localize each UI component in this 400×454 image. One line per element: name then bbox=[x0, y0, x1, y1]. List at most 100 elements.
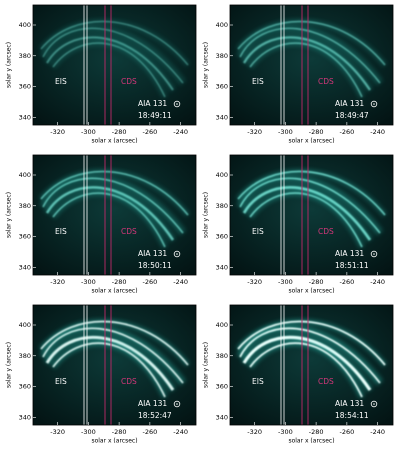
panel: EIS CDS AIA 131 18:52:47 -320 -300 -280 -260 -24… bbox=[6, 304, 197, 445]
sun-symbol-dot bbox=[373, 403, 375, 405]
y-tick-label: 380 bbox=[19, 352, 31, 360]
sun-symbol-dot bbox=[373, 253, 375, 255]
y-tick-label: 360 bbox=[216, 233, 228, 241]
cds-label: CDS bbox=[121, 227, 137, 236]
sun-symbol bbox=[173, 100, 181, 108]
time-label: 18:49:47 bbox=[335, 111, 369, 120]
cds-label: CDS bbox=[121, 77, 137, 86]
loop-emission bbox=[236, 319, 387, 399]
y-tick-label: 360 bbox=[19, 83, 31, 91]
time-label: 18:51:11 bbox=[335, 261, 369, 270]
x-tick-label: -300 bbox=[81, 428, 96, 436]
y-tick-label: 340 bbox=[19, 263, 31, 271]
sun-symbol-dot bbox=[176, 253, 178, 255]
instrument-label: AIA 131 bbox=[138, 399, 167, 408]
eis-label: EIS bbox=[55, 377, 67, 386]
x-tick-label: -300 bbox=[81, 278, 96, 286]
cds-label: CDS bbox=[318, 77, 334, 86]
loop-strand bbox=[40, 320, 189, 366]
loop-strand bbox=[42, 177, 184, 234]
cds-label: CDS bbox=[318, 227, 334, 236]
sun-symbol bbox=[370, 100, 378, 108]
image-frame bbox=[229, 304, 394, 426]
loop-strand bbox=[239, 327, 381, 384]
loop-strand bbox=[45, 186, 175, 241]
loop-strand bbox=[52, 42, 166, 98]
loop-strand bbox=[45, 335, 175, 391]
x-tick-label: -280 bbox=[112, 278, 127, 286]
x-axis-label: solar x (arcsec) bbox=[288, 438, 334, 445]
y-tick-label: 360 bbox=[216, 383, 228, 391]
x-tick-label: -240 bbox=[173, 428, 188, 436]
y-tick-label: 340 bbox=[19, 413, 31, 421]
y-tick-label: 400 bbox=[19, 321, 31, 329]
loop-strand bbox=[237, 170, 386, 216]
loop-strand bbox=[249, 42, 363, 98]
panel: EIS CDS AIA 131 18:50:11 -320 -300 -280 -260 -24… bbox=[6, 154, 197, 295]
x-tick-label: -260 bbox=[339, 428, 354, 436]
x-tick-label: -240 bbox=[173, 278, 188, 286]
loop-strand bbox=[242, 335, 372, 391]
x-tick-label: -280 bbox=[309, 128, 324, 136]
loop-strand bbox=[42, 327, 184, 384]
y-tick-label: 360 bbox=[216, 83, 228, 91]
loop-strand bbox=[40, 20, 189, 66]
loop-emission bbox=[39, 169, 190, 249]
y-axis-label: solar y (arcsec) bbox=[203, 42, 210, 88]
loop-strand bbox=[249, 342, 363, 398]
eis-label: EIS bbox=[252, 77, 264, 86]
x-tick-label: -320 bbox=[247, 428, 262, 436]
instrument-label: AIA 131 bbox=[335, 399, 364, 408]
x-tick-label: -300 bbox=[278, 128, 293, 136]
loop-strand bbox=[40, 170, 189, 216]
eis-label: EIS bbox=[252, 227, 264, 236]
x-tick-label: -300 bbox=[278, 428, 293, 436]
y-tick-label: 400 bbox=[19, 21, 31, 29]
image-frame bbox=[32, 154, 197, 276]
x-tick-label: -240 bbox=[370, 278, 385, 286]
y-axis-label: solar y (arcsec) bbox=[6, 192, 13, 238]
loop-strand bbox=[52, 192, 166, 248]
sun-symbol bbox=[173, 250, 181, 258]
y-tick-label: 360 bbox=[19, 233, 31, 241]
instrument-label: AIA 131 bbox=[138, 249, 167, 258]
y-tick-label: 380 bbox=[19, 202, 31, 210]
sun-symbol bbox=[173, 400, 181, 408]
y-axis-label: solar y (arcsec) bbox=[6, 42, 13, 88]
y-axis-label: solar y (arcsec) bbox=[203, 342, 210, 388]
panel: EIS CDS AIA 131 18:54:11 -320 -300 -280 -260 -24… bbox=[203, 304, 394, 445]
image-frame bbox=[229, 4, 394, 126]
time-label: 18:52:47 bbox=[138, 411, 172, 420]
x-tick-label: -260 bbox=[339, 128, 354, 136]
y-tick-label: 400 bbox=[216, 171, 228, 179]
x-tick-label: -280 bbox=[309, 278, 324, 286]
sun-symbol-dot bbox=[176, 103, 178, 105]
loop-strand bbox=[42, 27, 184, 84]
x-tick-label: -320 bbox=[50, 128, 65, 136]
y-tick-label: 380 bbox=[216, 52, 228, 60]
panel: EIS CDS AIA 131 18:49:11 -320 -300 -280 -260 -24… bbox=[6, 4, 197, 145]
panel: EIS CDS AIA 131 18:51:11 -320 -300 -280 -260 -24… bbox=[203, 154, 394, 295]
x-tick-label: -260 bbox=[142, 128, 157, 136]
x-tick-label: -280 bbox=[112, 128, 127, 136]
image-frame bbox=[32, 304, 197, 426]
loop-strand bbox=[46, 36, 174, 91]
x-tick-label: -300 bbox=[278, 278, 293, 286]
x-tick-label: -240 bbox=[370, 128, 385, 136]
y-tick-label: 340 bbox=[216, 113, 228, 121]
y-tick-label: 400 bbox=[216, 321, 228, 329]
x-tick-label: -260 bbox=[142, 278, 157, 286]
x-tick-label: -320 bbox=[50, 278, 65, 286]
cds-label: CDS bbox=[318, 377, 334, 386]
x-tick-label: -320 bbox=[247, 128, 262, 136]
time-label: 18:54:11 bbox=[335, 411, 369, 420]
x-tick-label: -320 bbox=[247, 278, 262, 286]
sun-symbol bbox=[370, 250, 378, 258]
eis-label: EIS bbox=[55, 77, 67, 86]
cds-label: CDS bbox=[121, 377, 137, 386]
y-axis-label: solar y (arcsec) bbox=[6, 342, 13, 388]
sun-symbol bbox=[370, 400, 378, 408]
loop-strand bbox=[237, 320, 386, 366]
x-axis-label: solar x (arcsec) bbox=[91, 288, 137, 295]
